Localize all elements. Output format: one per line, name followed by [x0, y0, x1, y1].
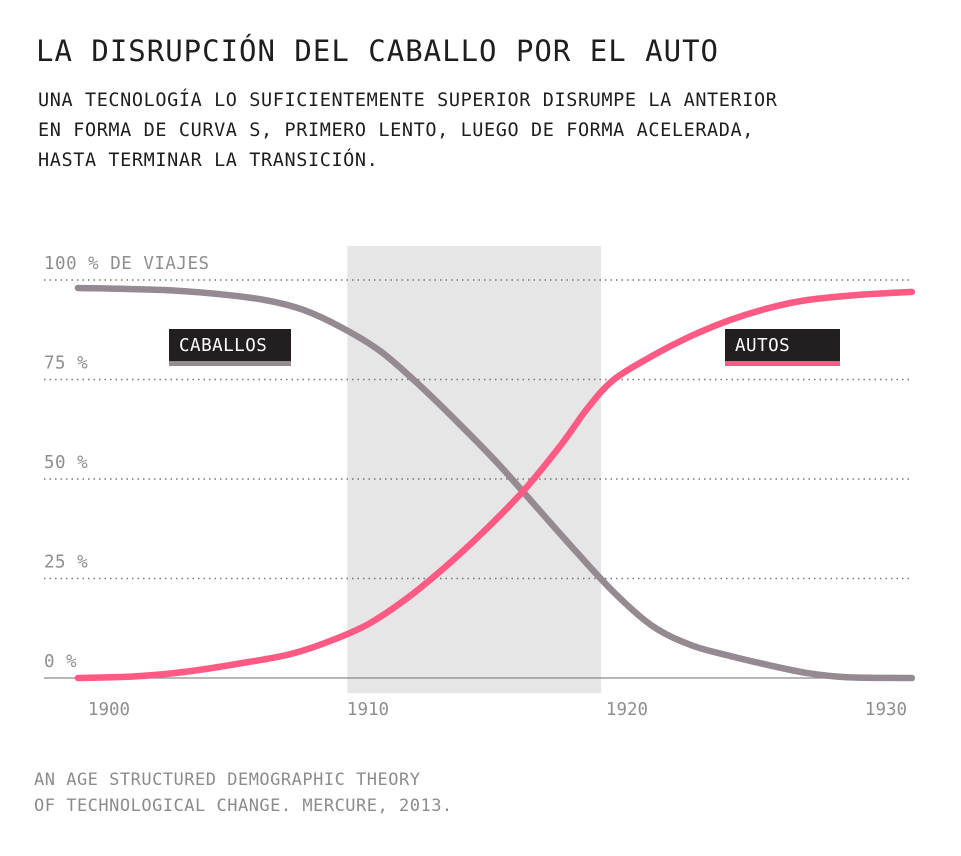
series-label-autos: AUTOS — [725, 329, 840, 366]
grid-lines — [44, 279, 912, 679]
chart-title: LA DISRUPCIÓN DEL CABALLO POR EL AUTO — [36, 34, 720, 68]
x-tick-label: 1900 — [88, 700, 130, 720]
series-lines — [74, 284, 916, 682]
series-line-caballos — [74, 284, 916, 682]
series-label-caballos: CABALLOS — [169, 329, 291, 366]
chart-subtitle: UNA TECNOLOGÍA LO SUFICIENTEMENTE SUPERI… — [38, 86, 898, 176]
transition-highlight-band — [347, 246, 602, 693]
subtitle-line-2: EN FORMA DE CURVA S, PRIMERO LENTO, LUEG… — [38, 120, 755, 141]
source-line-2: OF TECHNOLOGICAL CHANGE. MERCURE, 2013. — [34, 796, 453, 816]
y-tick-label: 100 % DE VIAJES — [44, 254, 210, 274]
x-tick-label: 1930 — [865, 700, 907, 720]
series-line-autos — [74, 288, 916, 682]
subtitle-line-3: HASTA TERMINAR LA TRANSICIÓN. — [38, 150, 379, 171]
y-tick-label: 25 % — [44, 553, 88, 573]
y-axis-tick-labels: 0 % 25 % 50 % 75 % 100 % DE VIAJES — [44, 254, 210, 672]
label-text: AUTOS — [735, 336, 790, 356]
label-text: CABALLOS — [179, 336, 267, 356]
label-underline — [169, 361, 291, 366]
subtitle-line-1: UNA TECNOLOGÍA LO SUFICIENTEMENTE SUPERI… — [38, 90, 778, 111]
label-underline — [725, 361, 840, 366]
source-line-1: AN AGE STRUCTURED DEMOGRAPHIC THEORY — [34, 770, 421, 790]
source-note: AN AGE STRUCTURED DEMOGRAPHIC THEORY OF … — [34, 767, 453, 819]
x-tick-label: 1920 — [606, 700, 648, 720]
x-tick-label: 1910 — [347, 700, 389, 720]
series-labels: CABALLOS AUTOS — [169, 329, 840, 366]
x-axis-tick-labels: 1900 1910 1920 1930 — [88, 700, 907, 720]
y-tick-label: 0 % — [44, 652, 77, 672]
y-tick-label: 75 % — [44, 354, 88, 374]
label-box — [169, 329, 291, 361]
label-box — [725, 329, 840, 361]
y-tick-label: 50 % — [44, 453, 88, 473]
